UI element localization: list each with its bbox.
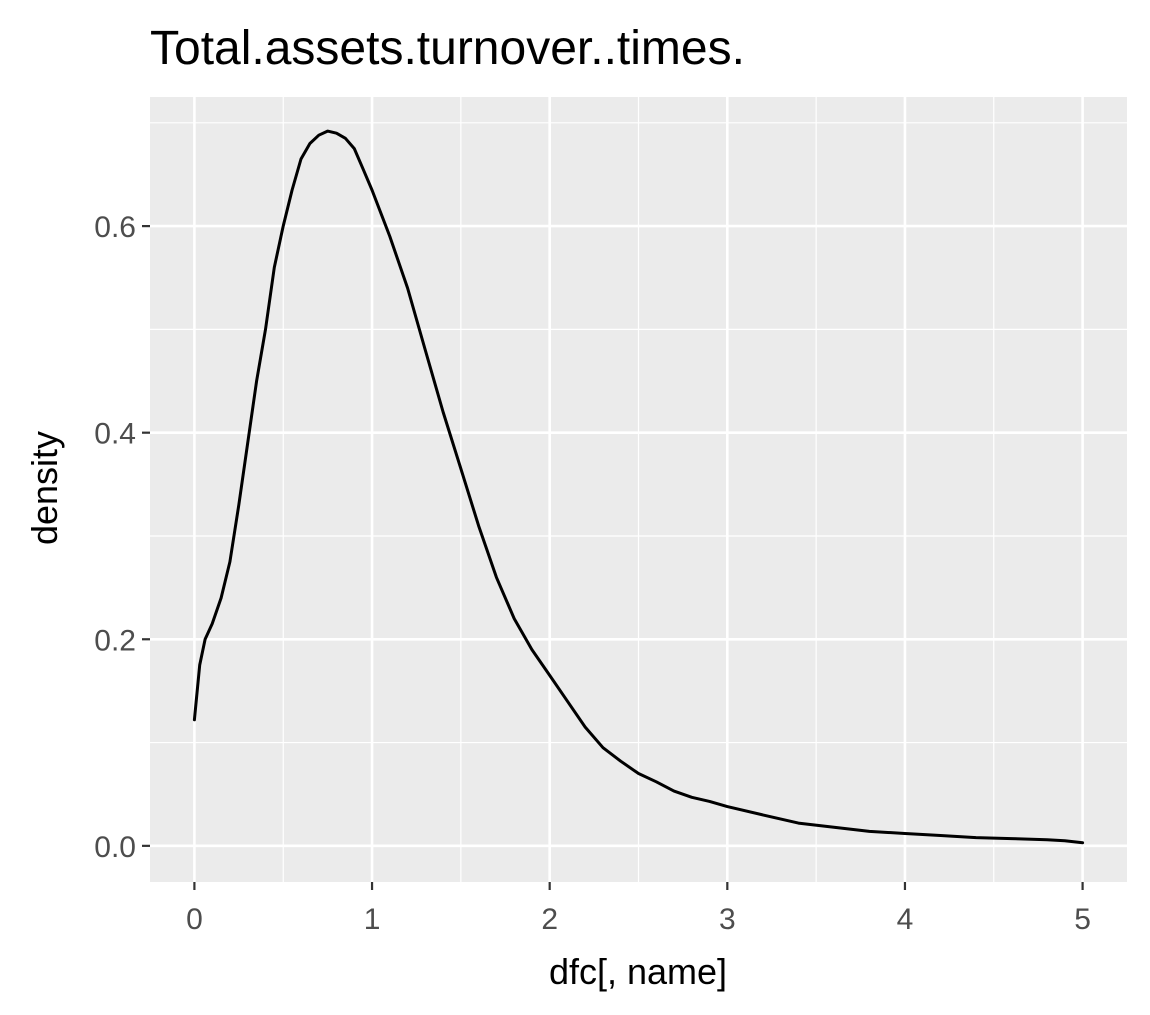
y-axis: 0.0 0.2 0.4 0.6: [94, 211, 150, 864]
x-tick-label: 3: [719, 903, 736, 936]
y-tick-label: 0.6: [94, 211, 136, 244]
x-tick-label: 5: [1074, 903, 1091, 936]
x-axis-title: dfc[, name]: [549, 951, 727, 992]
minor-gridlines: [150, 97, 1127, 882]
x-tick-label: 0: [186, 903, 203, 936]
chart-title: Total.assets.turnover..times.: [150, 22, 745, 75]
x-tick-label: 2: [541, 903, 558, 936]
x-axis: 0 1 2 3 4 5: [186, 882, 1091, 936]
x-tick-label: 1: [364, 903, 381, 936]
y-tick-label: 0.2: [94, 624, 136, 657]
series-layer: [192, 129, 1085, 845]
y-tick-label: 0.0: [94, 831, 136, 864]
density-line: [192, 129, 1085, 845]
major-gridlines: [150, 97, 1127, 882]
y-axis-title: density: [24, 431, 65, 545]
x-tick-label: 4: [897, 903, 914, 936]
y-tick-label: 0.4: [94, 418, 136, 451]
